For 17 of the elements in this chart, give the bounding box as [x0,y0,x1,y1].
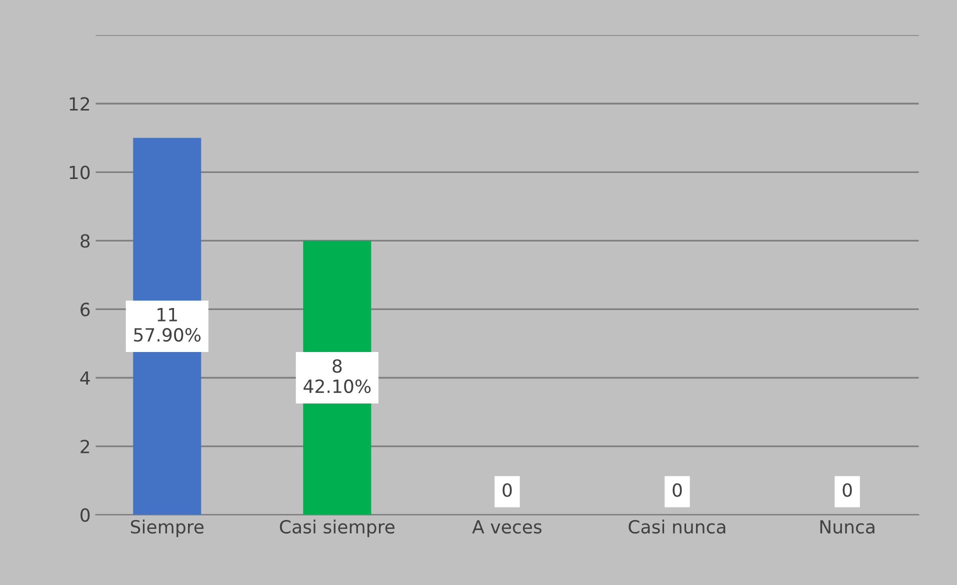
y-tick-label: 0 [80,508,90,522]
x-tick-label: Nunca [820,520,874,534]
data-label: 0 [842,483,852,497]
data-label: 8 42.10% [304,359,371,394]
x-tick-label: Casi siempre [280,520,394,538]
x-tick-label: Siempre [130,520,204,538]
y-tick-label: 12 [70,97,90,110]
data-label: 11 57.90% [134,308,201,342]
y-tick-label: 4 [80,371,90,385]
y-tick-label: 6 [80,302,90,316]
data-label: 0 [502,483,512,497]
x-tick-label: A veces [472,520,542,534]
x-tick-label: Casi nunca [628,520,726,534]
y-tick-label: 8 [80,234,90,248]
data-label: 0 [672,483,682,497]
y-tick-label: 10 [70,166,90,180]
y-tick-label: 2 [80,440,90,454]
